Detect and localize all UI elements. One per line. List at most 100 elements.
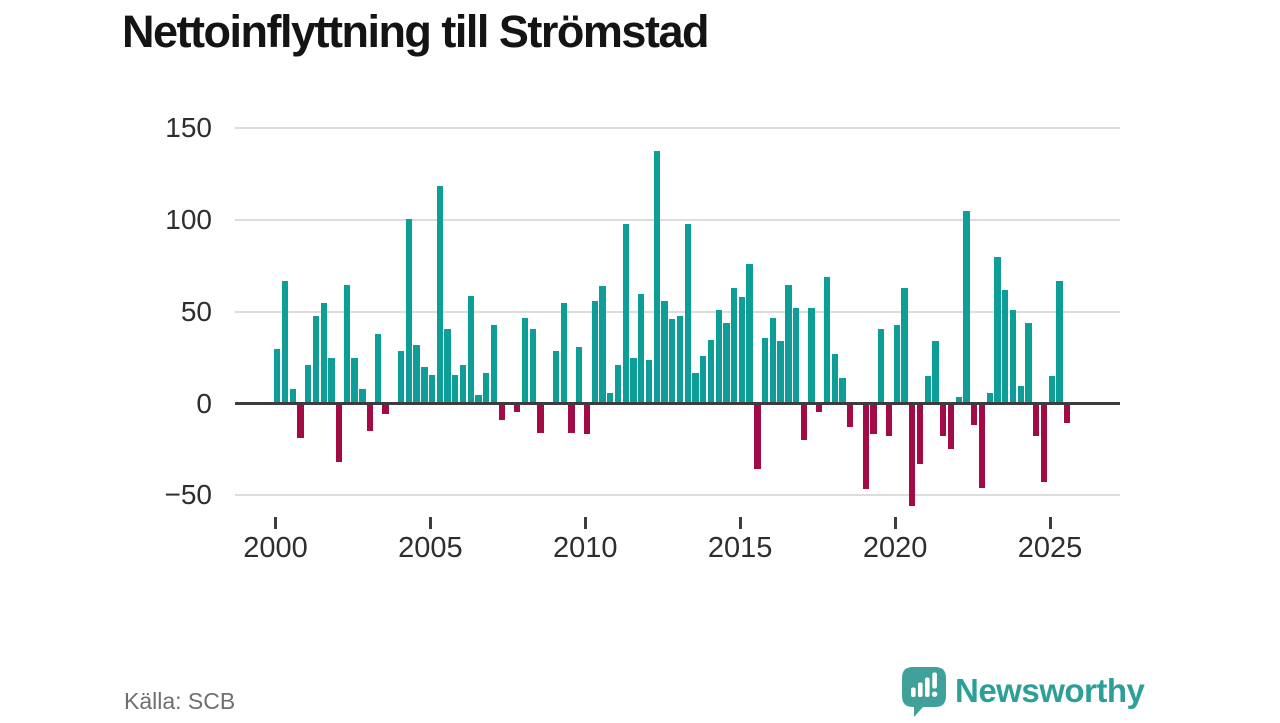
- bar-2009Q4: [576, 346, 583, 402]
- bar-2000Q4: [297, 405, 304, 438]
- page-title: Nettoinflyttning till Strömstad: [122, 6, 709, 57]
- bar-2011Q2: [622, 224, 629, 402]
- bar-2015Q4: [761, 337, 769, 402]
- bar-2004Q1: [397, 350, 405, 402]
- bar-2009Q1: [552, 350, 560, 402]
- bar-2005Q1: [428, 374, 436, 402]
- bar-2025Q2: [1056, 280, 1063, 402]
- bar-2020Q1: [893, 324, 900, 402]
- bar-2007Q4: [514, 405, 521, 413]
- bar-2021Q1: [924, 376, 931, 402]
- bar-2002Q1: [336, 405, 343, 462]
- bar-2002Q2: [343, 284, 351, 402]
- bar-2025Q3: [1064, 405, 1071, 424]
- bar-2016Q3: [785, 284, 792, 402]
- y-axis-label-100: 100: [165, 204, 212, 235]
- x-tick-2000: [274, 517, 277, 529]
- bar-2002Q4: [359, 389, 366, 402]
- bar-2019Q1: [862, 405, 869, 490]
- bar-2021Q3: [940, 405, 947, 437]
- bar-2006Q3: [475, 394, 482, 402]
- bar-2023Q4: [1009, 310, 1017, 403]
- gridline--50: [235, 494, 1120, 497]
- bar-2013Q2: [684, 224, 691, 402]
- source-caption: Källa: SCB: [124, 688, 236, 714]
- bar-2012Q1: [645, 359, 653, 402]
- bar-2003Q1: [366, 405, 374, 431]
- bar-2017Q4: [823, 277, 831, 402]
- newsworthy-wordmark: Newsworthy: [955, 672, 1145, 709]
- bar-2021Q4: [947, 405, 955, 449]
- bar-2021Q2: [932, 341, 939, 402]
- bar-2004Q4: [421, 367, 428, 402]
- bar-2009Q2: [560, 302, 567, 402]
- bar-2020Q4: [916, 405, 924, 464]
- bar-2019Q2: [870, 405, 877, 435]
- bar-2016Q1: [769, 317, 777, 402]
- bar-2017Q1: [800, 405, 808, 440]
- bar-2014Q1: [707, 339, 715, 402]
- bar-2001Q2: [312, 315, 320, 402]
- bar-2007Q1: [490, 324, 498, 402]
- bar-2024Q2: [1025, 323, 1032, 402]
- bar-2018Q1: [831, 354, 838, 402]
- gridline-150: [235, 127, 1120, 130]
- bar-2014Q4: [731, 288, 738, 402]
- x-tick-2025: [1048, 517, 1052, 529]
- bar-2005Q4: [452, 374, 459, 402]
- bar-2018Q2: [839, 378, 846, 402]
- bar-2009Q3: [568, 405, 575, 433]
- bar-2003Q2: [374, 334, 382, 402]
- bar-2006Q1: [459, 365, 467, 402]
- x-axis-label-2015: 2015: [707, 532, 773, 564]
- bar-2012Q2: [653, 150, 660, 402]
- bar-2018Q3: [847, 405, 854, 427]
- bar-2001Q3: [320, 302, 327, 402]
- bar-2013Q3: [692, 372, 699, 402]
- bar-2011Q4: [638, 293, 645, 402]
- bar-2016Q4: [792, 308, 800, 402]
- bar-2014Q2: [715, 310, 722, 403]
- bar-2004Q2: [405, 218, 413, 402]
- bar-2022Q1: [955, 396, 962, 402]
- bar-2023Q1: [986, 392, 993, 402]
- bar-2019Q3: [878, 328, 885, 402]
- bar-2010Q1: [583, 405, 591, 435]
- bar-2010Q2: [591, 301, 598, 402]
- bar-2023Q2: [994, 257, 1001, 402]
- bar-2005Q3: [444, 328, 451, 402]
- bar-2010Q3: [599, 286, 606, 402]
- bar-2024Q1: [1017, 385, 1024, 402]
- bar-2008Q3: [537, 405, 544, 433]
- bar-2022Q4: [978, 405, 986, 488]
- bar-2007Q2: [498, 405, 505, 420]
- x-axis-label-2005: 2005: [398, 532, 463, 564]
- bar-2006Q2: [467, 295, 474, 402]
- bar-2020Q3: [909, 405, 916, 506]
- bar-2013Q4: [700, 356, 707, 402]
- bar-2010Q4: [607, 392, 614, 402]
- bar-2012Q4: [669, 319, 676, 402]
- bar-2015Q3: [754, 405, 761, 470]
- y-axis-label-150: 150: [165, 112, 212, 144]
- bar-2013Q1: [676, 315, 684, 402]
- bar-2016Q2: [777, 341, 784, 402]
- x-axis-label-2000: 2000: [243, 532, 308, 564]
- bar-2017Q3: [816, 405, 823, 413]
- bar-2000Q3: [289, 389, 296, 402]
- bar-2003Q3: [382, 405, 389, 415]
- bar-2005Q2: [436, 185, 443, 402]
- bar-2002Q3: [351, 358, 358, 402]
- bar-2024Q4: [1040, 405, 1048, 483]
- bar-2000Q2: [281, 280, 289, 402]
- zero-axis-line: [235, 402, 1120, 405]
- y-axis-label-50: 50: [180, 295, 212, 327]
- gridline-100: [235, 219, 1120, 221]
- bar-2025Q1: [1048, 376, 1055, 402]
- bar-2008Q1: [521, 317, 529, 402]
- x-tick-2010: [583, 517, 587, 529]
- bar-2001Q1: [305, 365, 312, 402]
- bar-2017Q2: [808, 308, 815, 402]
- bar-2019Q4: [885, 405, 893, 437]
